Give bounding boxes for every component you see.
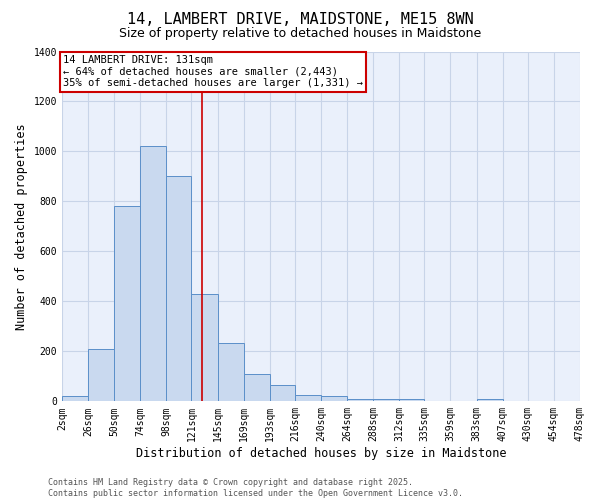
Y-axis label: Number of detached properties: Number of detached properties bbox=[15, 123, 28, 330]
Text: Size of property relative to detached houses in Maidstone: Size of property relative to detached ho… bbox=[119, 28, 481, 40]
Bar bbox=[295, 395, 321, 402]
Bar bbox=[373, 399, 400, 402]
Bar bbox=[191, 294, 218, 402]
Bar bbox=[140, 146, 166, 402]
Text: 14, LAMBERT DRIVE, MAIDSTONE, ME15 8WN: 14, LAMBERT DRIVE, MAIDSTONE, ME15 8WN bbox=[127, 12, 473, 28]
Bar bbox=[347, 399, 373, 402]
Bar bbox=[114, 206, 140, 402]
Bar bbox=[88, 349, 114, 402]
Bar bbox=[270, 385, 295, 402]
Bar bbox=[321, 396, 347, 402]
Bar bbox=[62, 396, 88, 402]
Text: Contains HM Land Registry data © Crown copyright and database right 2025.
Contai: Contains HM Land Registry data © Crown c… bbox=[48, 478, 463, 498]
Text: 14 LAMBERT DRIVE: 131sqm
← 64% of detached houses are smaller (2,443)
35% of sem: 14 LAMBERT DRIVE: 131sqm ← 64% of detach… bbox=[63, 55, 363, 88]
Bar bbox=[476, 399, 503, 402]
Bar bbox=[400, 399, 424, 402]
Bar bbox=[244, 374, 270, 402]
Bar bbox=[218, 342, 244, 402]
X-axis label: Distribution of detached houses by size in Maidstone: Distribution of detached houses by size … bbox=[136, 447, 506, 460]
Bar bbox=[166, 176, 191, 402]
